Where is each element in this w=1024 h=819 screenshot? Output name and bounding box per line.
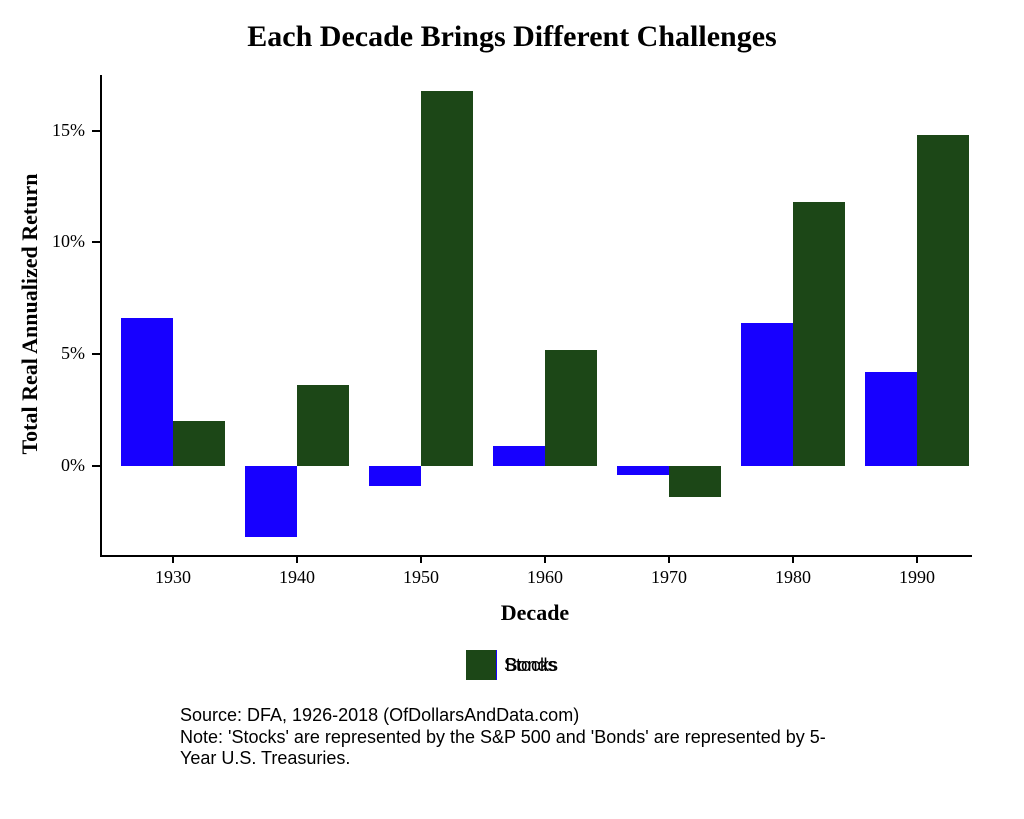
bar-stocks-1990 [917, 135, 969, 465]
y-tick-label: 5% [30, 343, 85, 364]
bar-stocks-1970 [669, 466, 721, 497]
bar-bonds-1960 [493, 446, 545, 466]
x-tick-mark [668, 555, 670, 563]
legend-swatch [466, 650, 496, 680]
y-tick-mark [92, 130, 100, 132]
x-tick-mark [916, 555, 918, 563]
x-tick-label: 1950 [381, 567, 461, 588]
x-tick-mark [296, 555, 298, 563]
y-tick-label: 0% [30, 455, 85, 476]
x-tick-mark [544, 555, 546, 563]
y-tick-mark [92, 353, 100, 355]
source-line: Source: DFA, 1926-2018 (OfDollarsAndData… [180, 705, 900, 727]
x-tick-label: 1970 [629, 567, 709, 588]
legend-label: Stocks [504, 655, 558, 676]
bar-bonds-1930 [121, 318, 173, 465]
x-tick-label: 1960 [505, 567, 585, 588]
note-line: Note: 'Stocks' are represented by the S&… [180, 727, 900, 749]
bar-bonds-1940 [245, 466, 297, 537]
x-tick-label: 1980 [753, 567, 833, 588]
x-axis-label: Decade [100, 600, 970, 626]
chart-container: Each Decade Brings Different Challenges … [0, 0, 1024, 819]
x-tick-mark [792, 555, 794, 563]
y-tick-label: 10% [30, 231, 85, 252]
y-tick-mark [92, 241, 100, 243]
note-text: Note: 'Stocks' are represented by the S&… [180, 727, 900, 770]
bar-bonds-1980 [741, 323, 793, 466]
bar-stocks-1940 [297, 385, 349, 465]
bar-bonds-1990 [865, 372, 917, 466]
y-axis-label: Total Real Annualized Return [17, 144, 43, 484]
chart-title: Each Decade Brings Different Challenges [0, 20, 1024, 54]
x-tick-label: 1990 [877, 567, 957, 588]
bar-stocks-1960 [545, 350, 597, 466]
bar-stocks-1950 [421, 91, 473, 466]
x-tick-mark [420, 555, 422, 563]
note-line: Year U.S. Treasuries. [180, 748, 900, 770]
y-tick-mark [92, 465, 100, 467]
y-tick-label: 15% [30, 120, 85, 141]
source-text: Source: DFA, 1926-2018 (OfDollarsAndData… [180, 705, 900, 770]
x-tick-label: 1930 [133, 567, 213, 588]
bar-stocks-1980 [793, 202, 845, 465]
bar-stocks-1930 [173, 421, 225, 466]
x-tick-label: 1940 [257, 567, 337, 588]
bar-bonds-1970 [617, 466, 669, 475]
bar-bonds-1950 [369, 466, 421, 486]
legend-item-stocks: Stocks [466, 650, 558, 680]
x-tick-mark [172, 555, 174, 563]
